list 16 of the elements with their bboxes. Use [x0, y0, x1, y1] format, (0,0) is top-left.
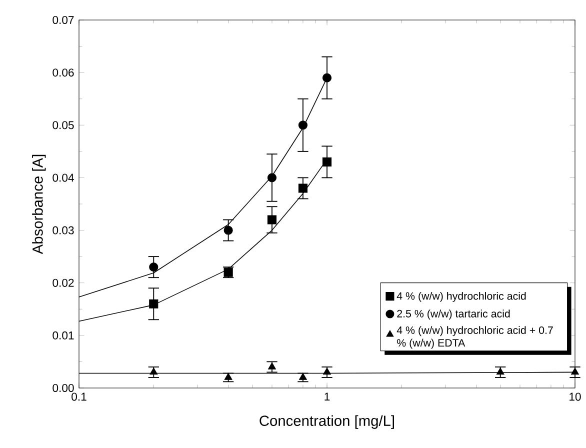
legend-label: 2.5 % (w/w) tartaric acid [397, 310, 510, 320]
y-tick-label: 0.00 [52, 384, 74, 392]
y-tick-label: 0.02 [52, 278, 74, 287]
y-tick-label: 0.07 [52, 16, 74, 24]
x-tick-label: 10 [570, 392, 581, 401]
x-axis-title: Concentration [mg/L] [260, 415, 394, 429]
y-axis-title: Absorbance [A] [32, 154, 46, 254]
legend-label: 4 % (w/w) hydrochloric acid + 0.7 % (w/w) EDTA [396, 326, 553, 349]
y-tick-label: 0.06 [52, 68, 74, 77]
y-tick-label: 0.03 [52, 226, 74, 234]
x-tick-label: 1 [324, 392, 330, 400]
legend-label: 4 % (w/w) hydrochloric acid [396, 292, 526, 302]
x-tick-label: 0.1 [72, 392, 86, 401]
y-tick-label: 0.01 [52, 331, 74, 340]
y-tick-label: 0.05 [52, 121, 74, 130]
y-tick-label: 0.04 [52, 174, 74, 182]
